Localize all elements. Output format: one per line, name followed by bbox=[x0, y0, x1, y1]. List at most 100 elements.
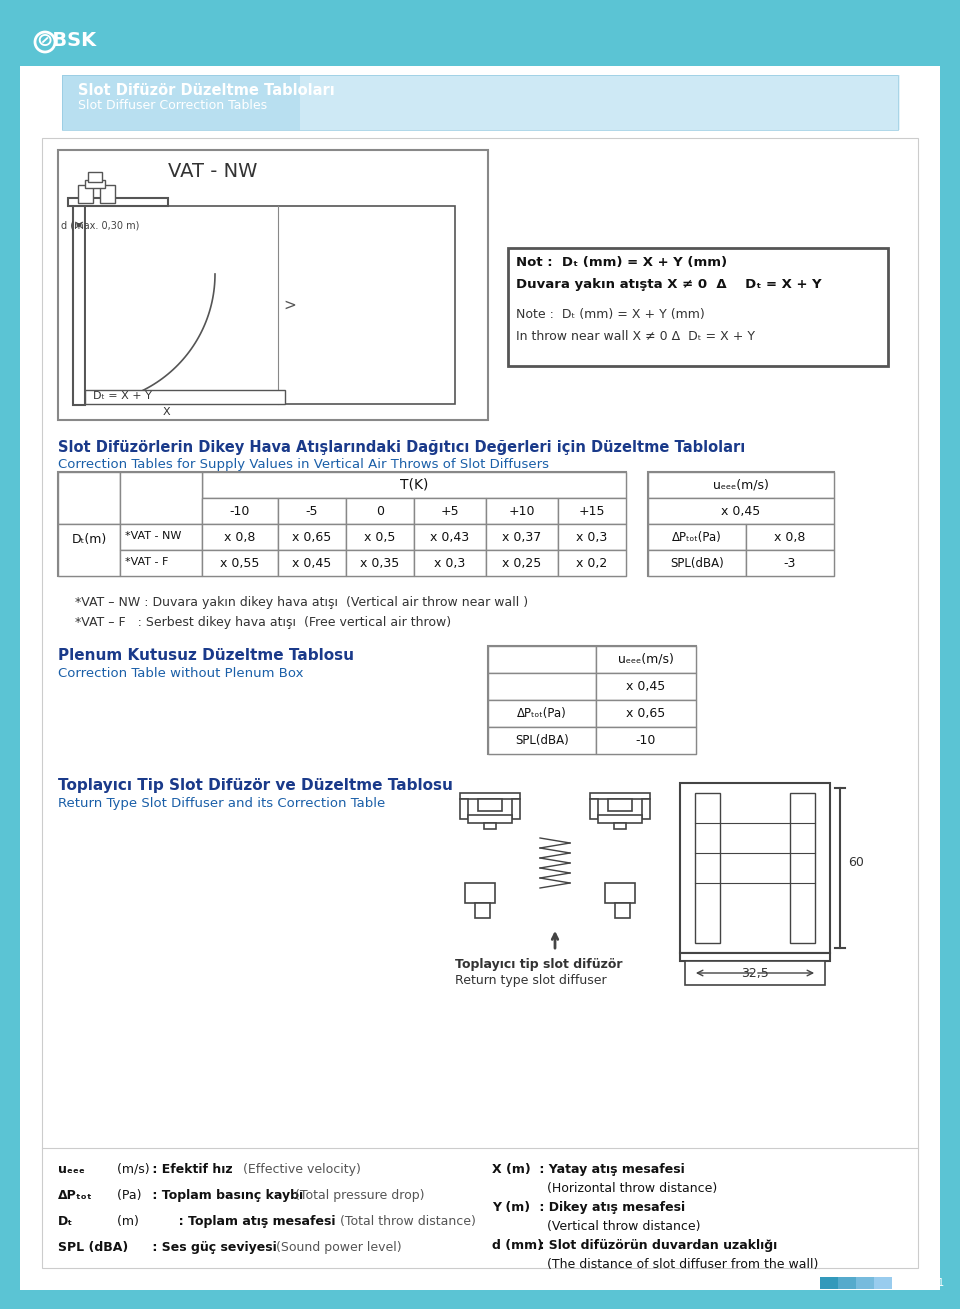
Bar bbox=[558, 550, 626, 576]
Bar bbox=[680, 783, 830, 953]
Bar bbox=[42, 137, 918, 1268]
Text: -10: -10 bbox=[229, 505, 251, 518]
Bar bbox=[278, 550, 346, 576]
Bar bbox=[680, 953, 830, 961]
Text: Y (m): Y (m) bbox=[492, 1200, 530, 1213]
Text: >: > bbox=[283, 298, 296, 313]
Bar bbox=[838, 1278, 856, 1289]
Text: x 0,3: x 0,3 bbox=[434, 558, 466, 569]
Text: -3: -3 bbox=[783, 558, 796, 569]
Bar bbox=[486, 524, 558, 550]
Bar bbox=[488, 673, 596, 700]
Bar bbox=[475, 903, 490, 918]
Bar bbox=[642, 798, 650, 819]
Bar bbox=[486, 550, 558, 576]
Text: x 0,2: x 0,2 bbox=[576, 558, 608, 569]
Text: SPL(dBA): SPL(dBA) bbox=[516, 734, 569, 747]
Text: In throw near wall X ≠ 0 Δ  Dₜ = X + Y: In throw near wall X ≠ 0 Δ Dₜ = X + Y bbox=[516, 330, 755, 343]
Bar bbox=[414, 550, 486, 576]
Text: Slot Difüzör Düzeltme Tabloları: Slot Difüzör Düzeltme Tabloları bbox=[78, 82, 335, 98]
Text: : Dikey atış mesafesi: : Dikey atış mesafesi bbox=[535, 1200, 685, 1213]
Text: Duvara yakın atışta X ≠ 0  Δ    Dₜ = X + Y: Duvara yakın atışta X ≠ 0 Δ Dₜ = X + Y bbox=[516, 278, 822, 291]
Bar bbox=[62, 75, 898, 130]
Text: (Total throw distance): (Total throw distance) bbox=[337, 1215, 476, 1228]
Text: Not :  Dₜ (mm) = X + Y (mm): Not : Dₜ (mm) = X + Y (mm) bbox=[516, 257, 727, 270]
Text: Dₜ(m): Dₜ(m) bbox=[71, 533, 107, 546]
Bar bbox=[460, 798, 468, 819]
Bar bbox=[78, 185, 93, 203]
Bar bbox=[465, 884, 495, 903]
Bar bbox=[488, 726, 596, 754]
Text: Dₜ: Dₜ bbox=[58, 1215, 73, 1228]
Text: 3.BSD.11: 3.BSD.11 bbox=[896, 1278, 945, 1288]
Text: ⊘BSK: ⊘BSK bbox=[36, 31, 96, 50]
Bar bbox=[100, 185, 115, 203]
Text: Toplayıcı tip slot difüzör: Toplayıcı tip slot difüzör bbox=[455, 958, 622, 971]
Text: T(K): T(K) bbox=[399, 478, 428, 492]
Bar bbox=[58, 524, 120, 576]
Bar bbox=[512, 798, 520, 819]
Text: SPL (dBA): SPL (dBA) bbox=[58, 1241, 129, 1254]
Text: *VAT - NW: *VAT - NW bbox=[125, 531, 181, 541]
Text: Return type slot diffuser: Return type slot diffuser bbox=[455, 974, 607, 987]
Bar bbox=[685, 961, 825, 984]
Text: (m/s): (m/s) bbox=[113, 1162, 150, 1175]
Bar bbox=[120, 524, 202, 550]
Text: Return Type Slot Diffuser and its Correction Table: Return Type Slot Diffuser and its Correc… bbox=[58, 797, 385, 810]
Bar bbox=[488, 700, 596, 726]
Text: Plenum Kutusuz Düzeltme Tablosu: Plenum Kutusuz Düzeltme Tablosu bbox=[58, 648, 354, 662]
Text: X: X bbox=[163, 407, 171, 418]
Bar bbox=[62, 75, 898, 130]
Bar bbox=[746, 524, 834, 550]
Bar bbox=[486, 497, 558, 524]
Text: -10: -10 bbox=[636, 734, 657, 747]
Text: VAT - NW: VAT - NW bbox=[168, 162, 257, 181]
Bar bbox=[488, 647, 596, 673]
Bar bbox=[460, 793, 520, 798]
Text: d (mm): d (mm) bbox=[492, 1240, 543, 1251]
Text: Correction Tables for Supply Values in Vertical Air Throws of Slot Diffusers: Correction Tables for Supply Values in V… bbox=[58, 458, 549, 471]
Bar bbox=[85, 181, 105, 188]
Text: +5: +5 bbox=[441, 505, 459, 518]
Text: 0: 0 bbox=[376, 505, 384, 518]
Bar bbox=[695, 793, 720, 942]
Bar bbox=[20, 18, 940, 65]
Text: d (max. 0,30 m): d (max. 0,30 m) bbox=[61, 220, 139, 230]
Text: (Horizontal throw distance): (Horizontal throw distance) bbox=[535, 1182, 717, 1195]
Bar bbox=[598, 816, 642, 823]
Bar bbox=[202, 524, 278, 550]
Bar bbox=[346, 550, 414, 576]
Bar bbox=[68, 198, 168, 206]
Text: (Pa): (Pa) bbox=[113, 1189, 141, 1202]
Bar bbox=[202, 550, 278, 576]
Text: : Toplam atış mesafesi: : Toplam atış mesafesi bbox=[148, 1215, 335, 1228]
Text: Slot Difüzörlerin Dikey Hava Atışlarındaki Dağıtıcı Değerleri için Düzeltme Tabl: Slot Difüzörlerin Dikey Hava Atışlarında… bbox=[58, 440, 745, 456]
Bar bbox=[790, 793, 815, 942]
Text: Toplayıcı Tip Slot Difüzör ve Düzeltme Tablosu: Toplayıcı Tip Slot Difüzör ve Düzeltme T… bbox=[58, 778, 453, 793]
Bar bbox=[478, 798, 502, 812]
Bar bbox=[202, 497, 278, 524]
Text: : Toplam basınç kaybı: : Toplam basınç kaybı bbox=[148, 1189, 303, 1202]
Text: (Total pressure drop): (Total pressure drop) bbox=[291, 1189, 424, 1202]
Text: 32,5: 32,5 bbox=[741, 967, 769, 980]
Text: ΔPₜₒₜ(Pa): ΔPₜₒₜ(Pa) bbox=[517, 707, 566, 720]
Bar bbox=[856, 1278, 874, 1289]
Text: ΔPₜₒₜ: ΔPₜₒₜ bbox=[58, 1189, 92, 1202]
Bar bbox=[590, 793, 650, 798]
Bar bbox=[648, 473, 834, 497]
Text: (Effective velocity): (Effective velocity) bbox=[239, 1162, 361, 1175]
Bar bbox=[648, 497, 834, 524]
Bar bbox=[346, 497, 414, 524]
Text: SPL(dBA): SPL(dBA) bbox=[670, 558, 724, 569]
Text: -5: -5 bbox=[305, 505, 319, 518]
Bar bbox=[300, 75, 900, 130]
Text: +10: +10 bbox=[509, 505, 536, 518]
Text: Note :  Dₜ (mm) = X + Y (mm): Note : Dₜ (mm) = X + Y (mm) bbox=[516, 308, 705, 321]
Text: x 0,65: x 0,65 bbox=[293, 531, 331, 545]
Text: x 0,65: x 0,65 bbox=[626, 707, 665, 720]
Bar bbox=[820, 1278, 838, 1289]
Text: +15: +15 bbox=[579, 505, 605, 518]
Text: (Sound power level): (Sound power level) bbox=[272, 1241, 401, 1254]
Bar bbox=[648, 473, 834, 576]
Text: uₑₑₑ(m/s): uₑₑₑ(m/s) bbox=[618, 653, 674, 666]
